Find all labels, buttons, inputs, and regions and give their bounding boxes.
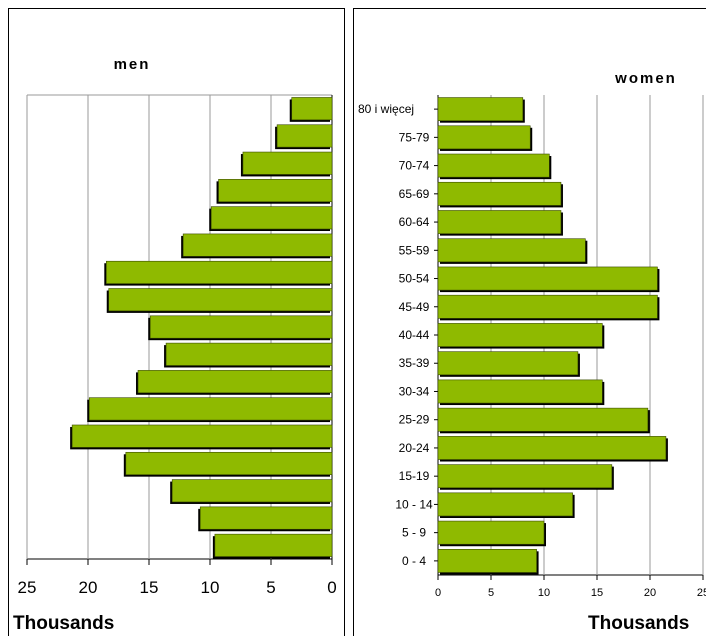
men-tick-label: 0 [327,578,336,597]
women-category-label: 35-39 [399,356,430,370]
men-bar [165,342,333,366]
women-bar [437,323,603,347]
men-tick-label: 25 [18,578,37,597]
men-tick-label: 20 [79,578,98,597]
women-category-label: 30-34 [399,384,430,398]
women-bar [437,238,586,263]
women-category-label: 55-59 [399,243,430,257]
women-bar [437,181,562,206]
women-category-label: 65-69 [399,187,430,201]
women-bar [437,97,524,121]
men-chart: men 25 20 15 10 5 0 Thousands [13,56,337,634]
men-bar [218,179,333,203]
women-bar [437,407,649,432]
men-chart-panel: men 25 20 15 10 5 0 Thousands [8,8,345,636]
men-bar [137,370,333,394]
women-bar [437,492,573,517]
women-category-label: 15-19 [399,469,430,483]
women-category-label: 50-54 [399,272,430,286]
men-bar [108,288,333,312]
women-category-label: 10 - 14 [395,497,433,511]
women-bar [437,549,537,573]
women-category-label: 20-24 [399,441,430,455]
men-bar [106,260,333,284]
men-bar [71,424,333,448]
men-bar [276,124,333,148]
women-units-label: Thousands [588,613,689,634]
women-bar [437,210,562,234]
men-bar [171,479,333,503]
women-tick-label: 5 [488,587,494,599]
women-chart: women 0 - 4 5 - 9 10 - 14 15-19 20-24 25-29 30… [358,70,706,634]
men-bar [291,97,333,121]
women-bar [437,153,550,178]
men-bar [88,397,333,421]
men-units-label: Thousands [13,613,114,634]
men-bar [242,151,333,175]
women-category-label: 25-29 [399,413,430,427]
women-title: women [614,70,677,87]
men-bar [149,315,333,339]
women-tick-label: 15 [591,587,603,599]
women-tick-label: 25 [697,587,706,599]
women-category-label: 45-49 [399,300,430,314]
women-tick-label: 10 [538,587,550,599]
men-tick-label: 10 [201,578,220,597]
women-category-label: 75-79 [399,130,430,144]
women-bar [437,294,658,319]
women-category-label: 60-64 [399,215,430,229]
women-category-label: 5 - 9 [402,526,426,540]
men-tick-label: 15 [140,578,159,597]
men-bar [210,206,333,230]
women-chart-panel: women 0 - 4 5 - 9 10 - 14 15-19 20-24 25-29 30… [353,8,706,636]
women-category-label: 0 - 4 [402,554,426,568]
women-tick-label: 0 [435,587,441,599]
men-bar [125,451,333,475]
women-category-label: 80 i więcej [358,102,414,116]
women-category-label: 40-44 [399,328,430,342]
women-bar [437,351,579,376]
women-bar [437,266,658,291]
women-bar [437,125,531,150]
women-bar [437,520,545,545]
men-tick-label: 5 [266,578,275,597]
men-bar [214,533,333,557]
women-bar [437,379,603,404]
women-tick-label: 20 [644,587,656,599]
men-title: men [114,56,151,73]
women-category-label: 70-74 [399,159,430,173]
men-bar [182,233,333,257]
women-bar [437,436,667,460]
women-bar [437,464,613,489]
men-bar [199,506,333,530]
